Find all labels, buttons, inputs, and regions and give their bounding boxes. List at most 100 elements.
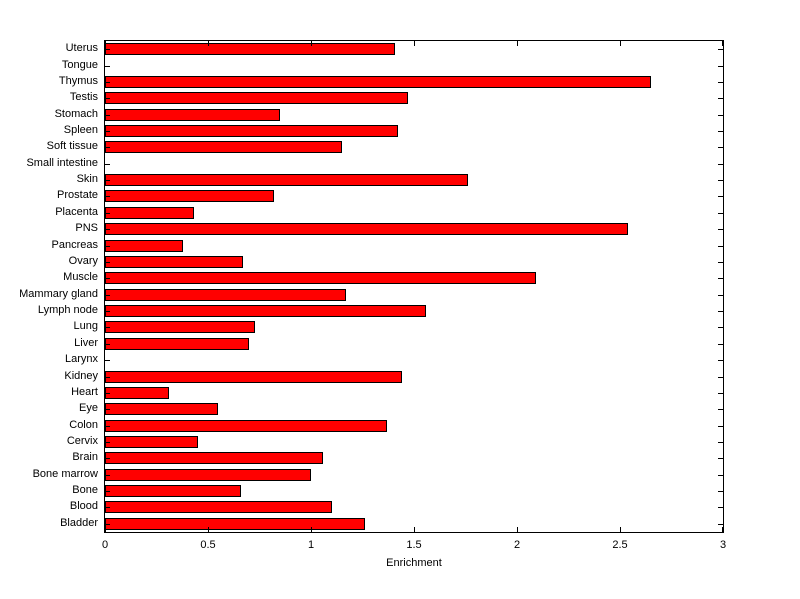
bar-eye (105, 403, 218, 415)
x-tick (414, 527, 415, 532)
y-tick (718, 66, 723, 67)
bar-bone (105, 485, 241, 497)
bar-ovary (105, 256, 243, 268)
category-label: Small intestine (26, 156, 98, 169)
bar-skin (105, 174, 468, 186)
y-tick (105, 164, 110, 165)
bar-testis (105, 92, 408, 104)
y-tick (105, 229, 110, 230)
y-tick (105, 98, 110, 99)
category-label: Eye (79, 402, 98, 415)
y-tick (105, 213, 110, 214)
x-tick (105, 527, 106, 532)
y-tick (718, 507, 723, 508)
x-tick (722, 41, 723, 46)
category-label: Heart (71, 385, 98, 398)
y-tick (718, 246, 723, 247)
y-tick (718, 82, 723, 83)
y-tick (718, 377, 723, 378)
bar-lung (105, 321, 255, 333)
y-tick (105, 147, 110, 148)
bar-prostate (105, 190, 274, 202)
y-tick (718, 147, 723, 148)
y-tick (718, 115, 723, 116)
category-label: Larynx (64, 353, 98, 366)
y-tick (105, 442, 110, 443)
y-tick (105, 66, 110, 67)
category-label: Bladder (60, 516, 98, 529)
x-tick-label: 0.5 (200, 539, 216, 551)
bar-heart (105, 387, 169, 399)
y-tick (105, 196, 110, 197)
category-label: Tongue (61, 58, 98, 71)
x-tick-label: 1 (307, 539, 315, 551)
x-tick-label: 0 (101, 539, 109, 551)
bar-kidney (105, 371, 402, 383)
x-axis-tick-labels: 0 0.5 1 1.5 2 2.5 3 (101, 539, 727, 553)
y-tick (718, 491, 723, 492)
category-label: Testis (69, 91, 98, 104)
x-tick-label: 3 (719, 539, 727, 551)
x-tick-label: 2 (513, 539, 521, 551)
x-tick (620, 41, 621, 46)
y-tick (718, 49, 723, 50)
y-tick (718, 327, 723, 328)
category-label: Thymus (58, 74, 98, 87)
y-tick (718, 409, 723, 410)
bar-blood (105, 501, 332, 513)
y-tick (105, 426, 110, 427)
y-tick (718, 213, 723, 214)
y-tick (718, 180, 723, 181)
y-tick (105, 295, 110, 296)
y-tick (718, 98, 723, 99)
bar-soft-tissue (105, 141, 342, 153)
y-tick (718, 360, 723, 361)
y-axis-labels: Uterus Tongue Thymus Testis Stomach Spleen Sof… (0, 40, 98, 533)
category-label: Stomach (54, 107, 98, 120)
y-tick (105, 311, 110, 312)
category-label: Lung (73, 320, 98, 333)
y-tick (718, 524, 723, 525)
y-tick (718, 393, 723, 394)
y-tick (718, 458, 723, 459)
y-tick (105, 82, 110, 83)
bar-uterus (105, 43, 395, 55)
y-tick (105, 49, 110, 50)
y-tick (718, 295, 723, 296)
category-label: Bone marrow (32, 467, 98, 480)
x-tick (311, 41, 312, 46)
category-label: Prostate (57, 189, 98, 202)
y-tick (105, 393, 110, 394)
bar-cervix (105, 436, 198, 448)
y-tick (105, 344, 110, 345)
bar-pancreas (105, 240, 183, 252)
category-label: Placenta (55, 205, 98, 218)
bar-pns (105, 223, 628, 235)
x-tick (722, 527, 723, 532)
bar-bone-marrow (105, 469, 311, 481)
y-tick (718, 475, 723, 476)
bar-muscle (105, 272, 536, 284)
y-tick (105, 278, 110, 279)
bar-bladder (105, 518, 365, 530)
y-tick (718, 311, 723, 312)
x-tick (311, 527, 312, 532)
x-tick (620, 527, 621, 532)
y-tick (105, 327, 110, 328)
category-label: Colon (69, 418, 98, 431)
y-tick (105, 458, 110, 459)
bar-spleen (105, 125, 398, 137)
y-tick (718, 196, 723, 197)
category-label: Ovary (68, 254, 98, 267)
bar-placenta (105, 207, 194, 219)
y-tick (718, 278, 723, 279)
category-label: Mammary gland (19, 287, 98, 300)
category-label: Lymph node (37, 304, 98, 317)
x-tick-label: 1.5 (406, 539, 422, 551)
category-label: Uterus (65, 42, 98, 55)
category-label: Soft tissue (46, 140, 98, 153)
bar-lymph-node (105, 305, 426, 317)
y-tick (105, 409, 110, 410)
y-tick (105, 507, 110, 508)
